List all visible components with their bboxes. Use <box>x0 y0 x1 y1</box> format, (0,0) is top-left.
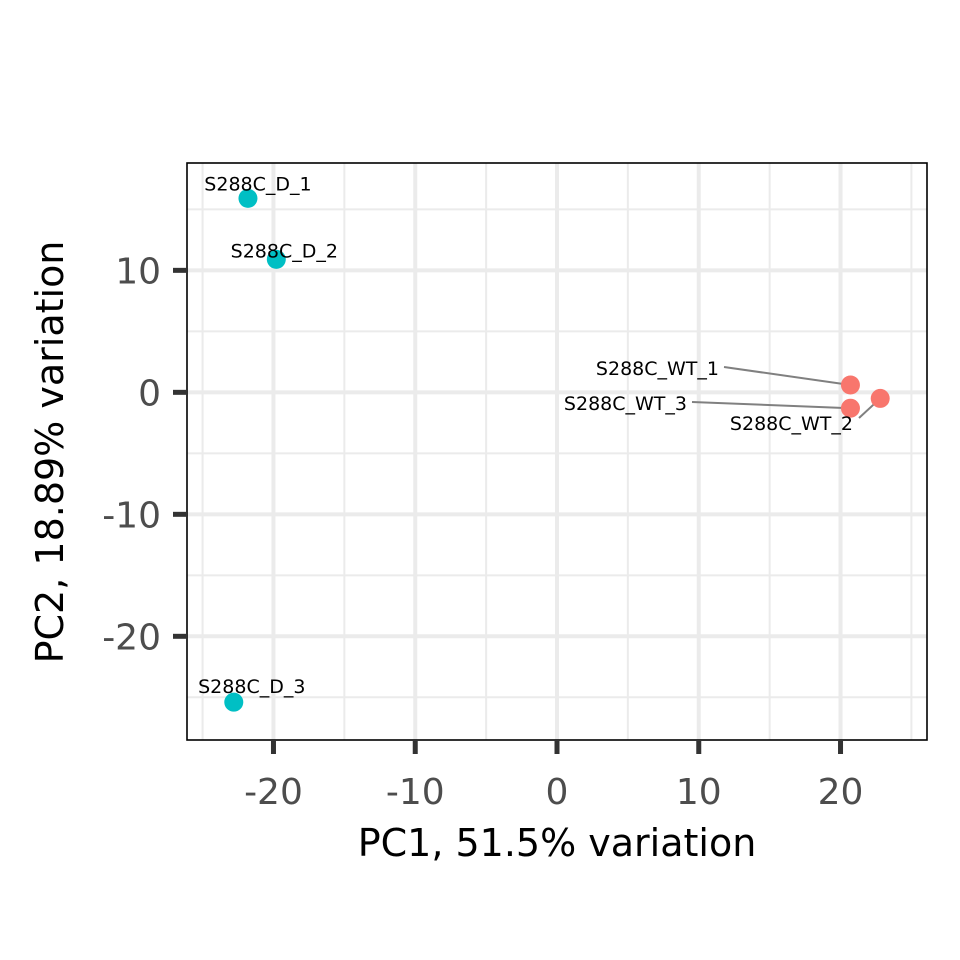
scatter-point-s288c-d-2 <box>266 249 286 269</box>
scatter-point-s288c-d-3 <box>224 692 244 712</box>
scatter-point-s288c-wt-1 <box>840 375 860 395</box>
x-tick-label: -10 <box>386 772 445 813</box>
y-tick-label: -20 <box>102 617 161 658</box>
label-connector <box>723 366 851 387</box>
point-label: S288C_D_1 <box>204 173 311 195</box>
scatter-point-s288c-wt-2 <box>870 388 890 408</box>
x-tick-label: 20 <box>818 772 864 813</box>
point-labels: S288C_D_1 S288C_D_2 S288C_D_3 S288C_WT_1 S28… <box>198 173 853 698</box>
point-label: S288C_D_3 <box>198 676 305 698</box>
label-connector <box>691 401 851 410</box>
x-tick-label: 10 <box>676 772 722 813</box>
major-gridlines <box>187 163 927 740</box>
point-label: S288C_D_2 <box>231 240 338 262</box>
scatter-point-s288c-d-1 <box>238 188 258 208</box>
x-tick-label: 0 <box>546 772 569 813</box>
y-tick-label: -10 <box>102 495 161 536</box>
x-axis-ticks: -20 -10 0 10 20 <box>244 740 863 813</box>
y-axis-title: PC2, 18.89% variation <box>28 241 72 664</box>
y-tick-label: 10 <box>115 251 161 292</box>
x-tick-label: -20 <box>244 772 303 813</box>
point-label: S288C_WT_1 <box>596 358 719 380</box>
point-label: S288C_WT_3 <box>564 393 687 415</box>
data-points <box>224 188 890 712</box>
y-tick-label: 0 <box>138 373 161 414</box>
x-axis-title: PC1, 51.5% variation <box>358 821 757 865</box>
scatter-point-s288c-wt-3 <box>840 398 860 418</box>
point-label: S288C_WT_2 <box>730 413 853 435</box>
y-axis-ticks: -20 -10 0 10 <box>102 251 187 658</box>
